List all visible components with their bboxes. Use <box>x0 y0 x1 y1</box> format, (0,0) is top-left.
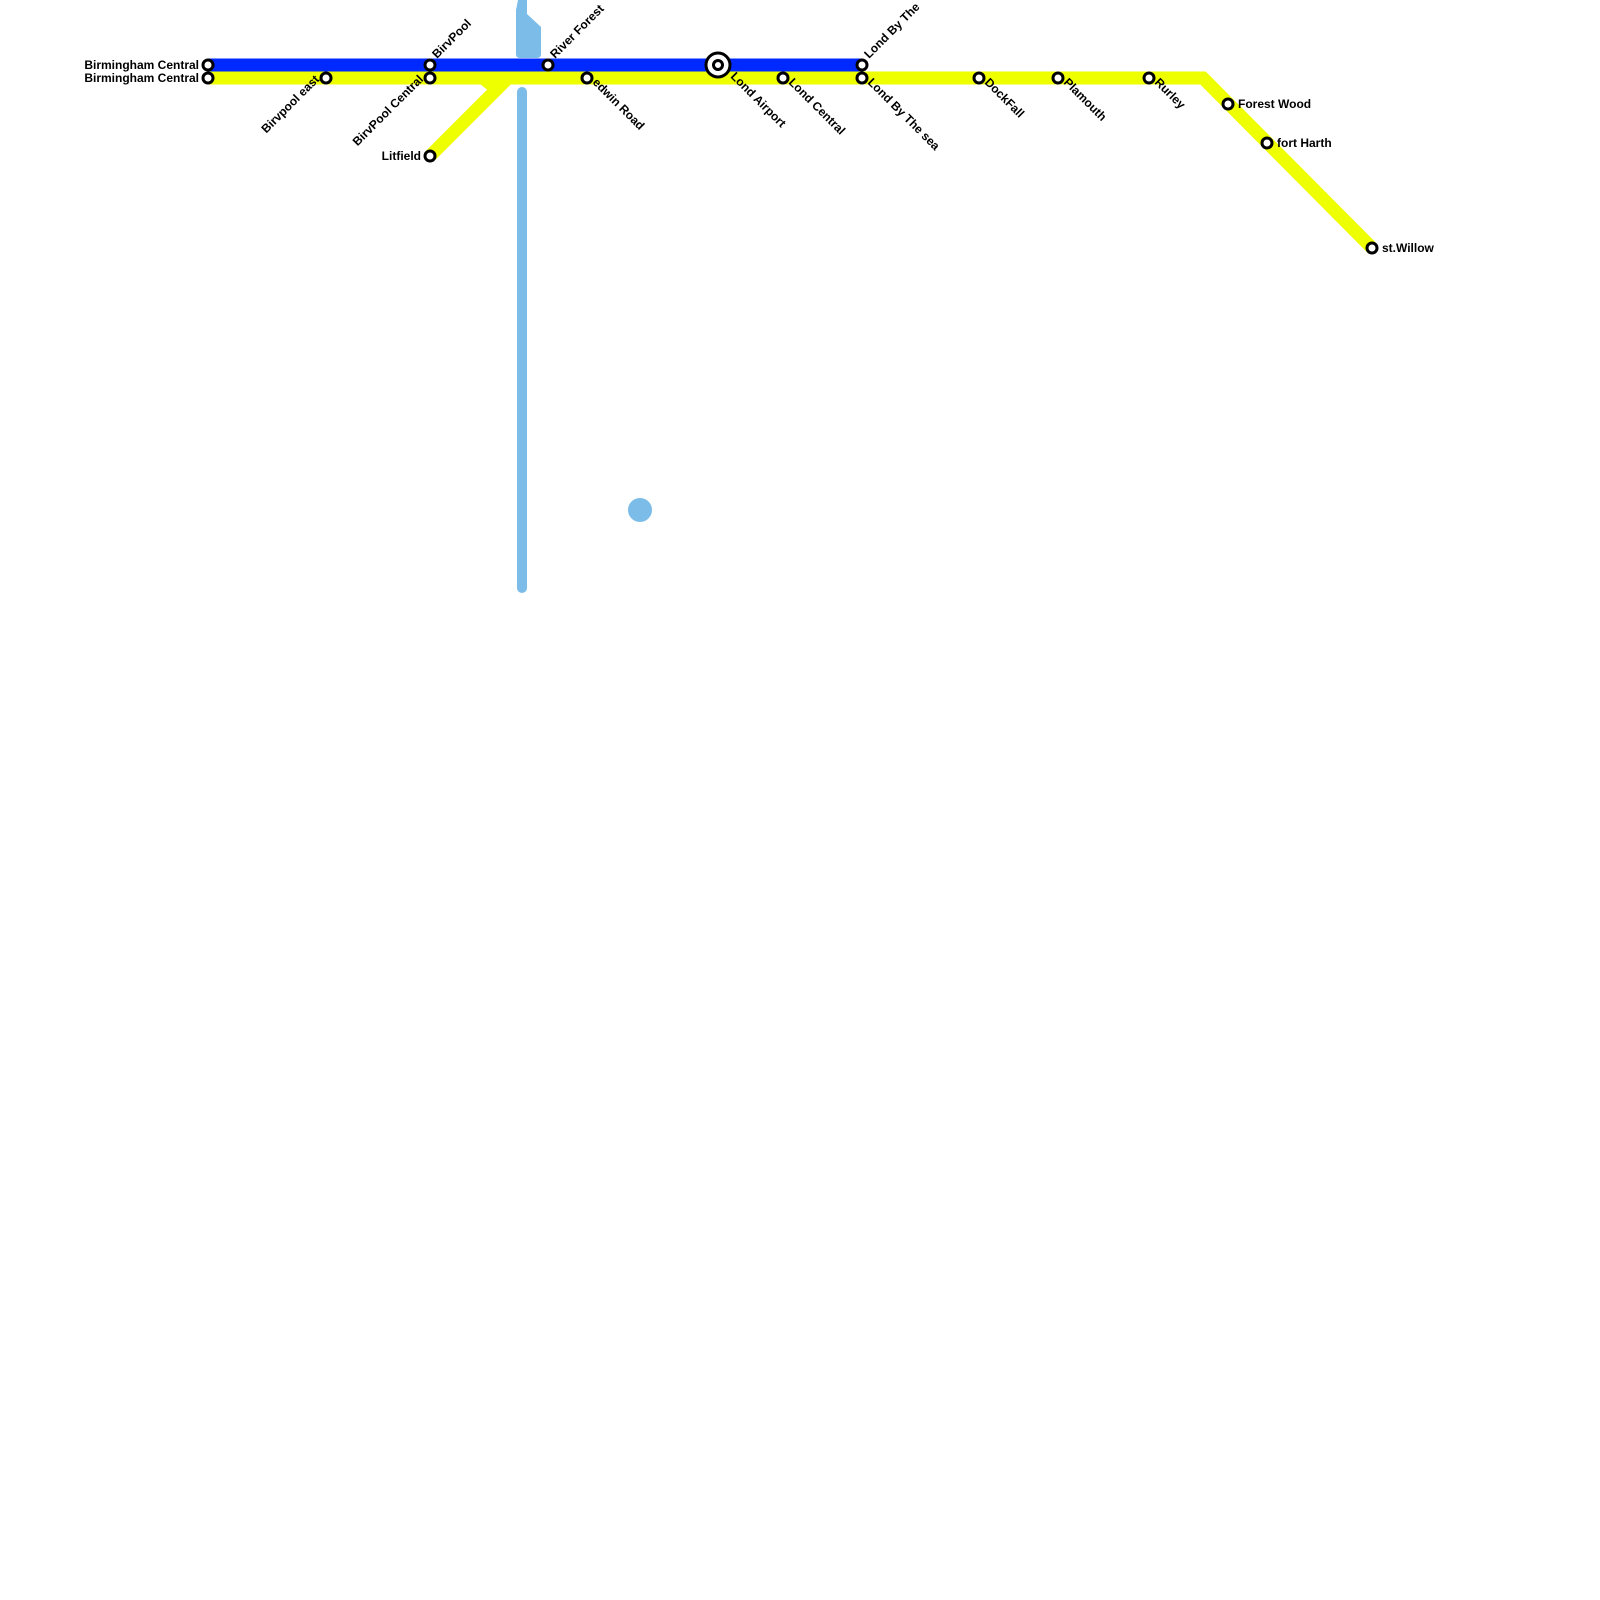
station[interactable]: Litfield <box>382 149 437 163</box>
station-marker[interactable] <box>1142 71 1156 85</box>
station[interactable]: st.Willow <box>1365 241 1435 255</box>
station-marker[interactable] <box>855 58 869 72</box>
station-label: Lond By The <box>861 0 923 61</box>
yellow-line <box>208 71 1377 253</box>
yellow-branch-litfield <box>425 73 513 161</box>
station-label: Lond By The sea <box>865 75 943 153</box>
station-label: Litfield <box>382 149 421 163</box>
station-marker[interactable] <box>1221 97 1235 111</box>
station[interactable]: Birmingham Central <box>84 71 215 85</box>
station-marker[interactable] <box>423 71 437 85</box>
station[interactable]: Birmingham Central <box>84 58 215 72</box>
station-marker[interactable] <box>972 71 986 85</box>
yellow-branch-junction <box>480 84 500 92</box>
lake <box>628 498 652 522</box>
station-label: Birmingham Central <box>84 58 199 72</box>
station-marker[interactable] <box>423 58 437 72</box>
station-marker[interactable] <box>776 71 790 85</box>
station-marker[interactable] <box>1051 71 1065 85</box>
station-marker[interactable] <box>423 149 437 163</box>
interchange-inner <box>712 59 724 71</box>
station-marker[interactable] <box>580 71 594 85</box>
station-marker[interactable] <box>201 71 215 85</box>
station-marker[interactable] <box>201 58 215 72</box>
station-label: Lond Central <box>786 75 848 137</box>
station-marker[interactable] <box>855 71 869 85</box>
station[interactable]: Lond By The <box>855 0 923 72</box>
river-upper <box>516 0 541 58</box>
station-marker[interactable] <box>1365 241 1379 255</box>
station-label: st.Willow <box>1382 241 1435 255</box>
station-marker[interactable] <box>541 58 555 72</box>
station[interactable]: fort Harth <box>1260 136 1332 150</box>
station-marker[interactable] <box>1260 136 1274 150</box>
station[interactable]: Lond By The sea <box>855 71 943 153</box>
station-label: fort Harth <box>1277 136 1332 150</box>
station[interactable]: Forest Wood <box>1221 97 1311 111</box>
station-label: BirvPool <box>429 16 474 61</box>
station-label: Birmingham Central <box>84 71 199 85</box>
station-label: Forest Wood <box>1238 97 1311 111</box>
station-marker[interactable] <box>319 71 333 85</box>
station-label: River Forest <box>547 2 606 61</box>
